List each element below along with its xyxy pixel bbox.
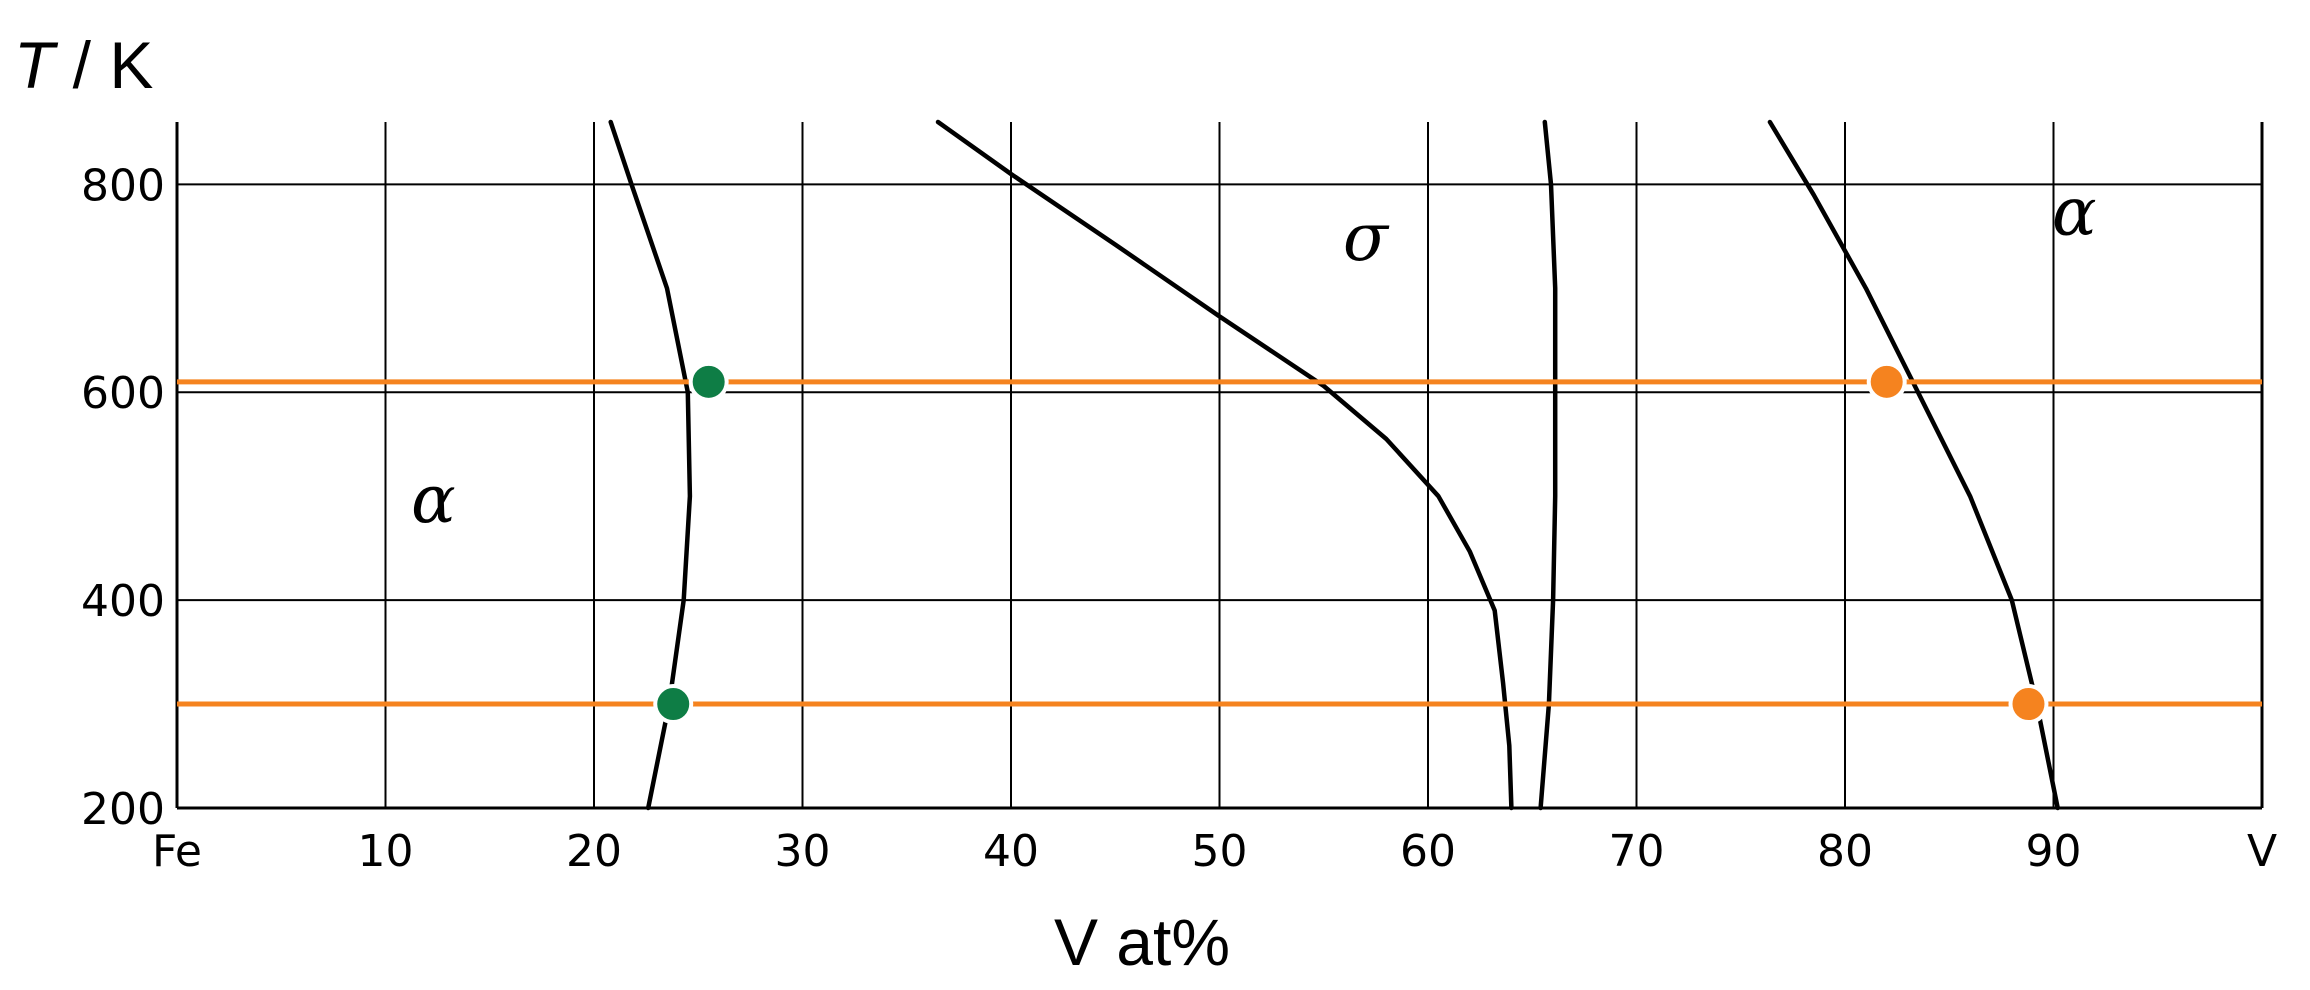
- x-tick-label-9: 90: [2026, 826, 2082, 877]
- isotherms: [177, 379, 2262, 707]
- marker-point-4: [2008, 684, 2049, 725]
- y-axis-title: T / K: [14, 28, 153, 102]
- x-tick-label-2: 20: [566, 826, 622, 877]
- y-tick-label-0: 200: [81, 784, 165, 835]
- x-axis-title: V at%: [1054, 905, 1230, 979]
- x-tick-label-3: 30: [775, 826, 831, 877]
- marker-point-3: [1866, 361, 1907, 402]
- phase-boundary-2: [935, 119, 1514, 811]
- y-axis-title-symbol: T: [14, 28, 59, 102]
- region-labels: α σ α: [411, 173, 2096, 538]
- x-tick-label-6: 60: [1400, 826, 1456, 877]
- y-axis-title-unit: / K: [54, 28, 153, 102]
- region-label-1: α: [411, 461, 456, 538]
- x-tick-label-10: V: [2247, 826, 2277, 877]
- region-label-3: α: [2052, 173, 2097, 250]
- x-tick-label-1: 10: [358, 826, 414, 877]
- x-tick-label-0: Fe: [152, 826, 202, 877]
- marker-point-1: [688, 361, 729, 402]
- y-tick-label-2: 600: [81, 368, 165, 419]
- x-tick-label-5: 50: [1192, 826, 1248, 877]
- phase-boundary-3: [1538, 119, 1558, 811]
- region-label-2: σ: [1343, 199, 1390, 276]
- tick-labels: Fe 10 20 30 40 50 60 70 80 90 V 200 400 600 800: [81, 160, 2277, 877]
- marker-point-2: [653, 684, 694, 725]
- grid: [175, 122, 2264, 810]
- x-tick-label-7: 70: [1609, 826, 1665, 877]
- markers: [653, 361, 2049, 725]
- y-tick-label-3: 800: [81, 160, 165, 211]
- x-tick-label-4: 40: [983, 826, 1039, 877]
- y-tick-label-1: 400: [81, 576, 165, 627]
- x-tick-label-8: 80: [1817, 826, 1873, 877]
